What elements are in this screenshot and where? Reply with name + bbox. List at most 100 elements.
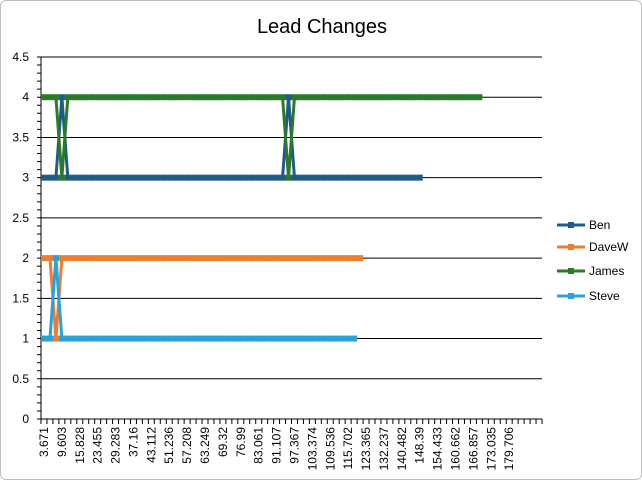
data-point-ben xyxy=(327,174,334,181)
data-point-ben xyxy=(291,174,298,181)
data-point-steve xyxy=(166,335,173,342)
data-point-james xyxy=(172,94,179,101)
data-point-davew xyxy=(196,255,203,262)
data-point-ben xyxy=(46,174,53,181)
data-point-james xyxy=(297,94,304,101)
data-point-james xyxy=(470,94,477,101)
data-point-davew xyxy=(118,255,125,262)
y-tick-label: 1.5 xyxy=(12,291,29,305)
data-point-steve xyxy=(52,255,59,262)
data-point-james xyxy=(464,94,471,101)
data-point-james xyxy=(261,94,268,101)
data-point-james xyxy=(76,94,83,101)
data-point-steve xyxy=(160,335,167,342)
data-point-davew xyxy=(136,255,143,262)
data-point-james xyxy=(404,94,411,101)
data-point-davew xyxy=(40,255,47,262)
data-point-james xyxy=(476,94,483,101)
data-point-james xyxy=(166,94,173,101)
data-point-james xyxy=(458,94,465,101)
data-point-ben xyxy=(249,174,256,181)
data-point-steve xyxy=(172,335,179,342)
x-tick-label: 43.112 xyxy=(144,427,158,463)
data-point-james xyxy=(416,94,423,101)
data-point-davew xyxy=(339,255,346,262)
data-point-steve xyxy=(154,335,161,342)
data-point-ben xyxy=(374,174,381,181)
data-point-davew xyxy=(184,255,191,262)
x-tick-label: 15.828 xyxy=(73,427,87,464)
x-tick-label: 173.035 xyxy=(484,427,498,471)
data-point-steve xyxy=(112,335,119,342)
data-point-james xyxy=(190,94,197,101)
data-point-steve xyxy=(58,335,65,342)
data-point-steve xyxy=(142,335,149,342)
y-tick-label: 2 xyxy=(22,251,29,265)
data-point-davew xyxy=(130,255,137,262)
data-point-steve xyxy=(315,335,322,342)
data-point-ben xyxy=(237,174,244,181)
data-point-ben xyxy=(130,174,137,181)
data-point-james xyxy=(196,94,203,101)
data-point-davew xyxy=(46,255,53,262)
legend-marker-james xyxy=(568,268,574,274)
data-point-steve xyxy=(321,335,328,342)
data-point-steve xyxy=(184,335,191,342)
data-point-james xyxy=(291,94,298,101)
x-tick-label: 9.603 xyxy=(55,427,69,457)
data-point-davew xyxy=(219,255,226,262)
legend-label-ben: Ben xyxy=(589,218,610,232)
gridlines xyxy=(41,56,542,380)
data-point-davew xyxy=(357,255,364,262)
data-point-davew xyxy=(100,255,107,262)
data-point-steve xyxy=(243,335,250,342)
data-point-james xyxy=(202,94,209,101)
data-point-steve xyxy=(82,335,89,342)
data-point-steve xyxy=(148,335,155,342)
data-point-ben xyxy=(297,174,304,181)
data-point-james xyxy=(369,94,376,101)
data-point-james xyxy=(345,94,352,101)
data-point-steve xyxy=(267,335,274,342)
data-point-ben xyxy=(333,174,340,181)
data-point-steve xyxy=(249,335,256,342)
data-point-ben xyxy=(82,174,89,181)
data-point-james xyxy=(207,94,214,101)
data-point-james xyxy=(136,94,143,101)
data-point-james xyxy=(422,94,429,101)
data-point-ben xyxy=(321,174,328,181)
data-point-steve xyxy=(136,335,143,342)
data-point-ben xyxy=(166,174,173,181)
data-point-steve xyxy=(333,335,340,342)
data-point-ben xyxy=(231,174,238,181)
data-point-ben xyxy=(345,174,352,181)
data-point-steve xyxy=(207,335,214,342)
data-point-james xyxy=(100,94,107,101)
data-point-ben xyxy=(339,174,346,181)
data-point-james xyxy=(452,94,459,101)
data-point-ben xyxy=(213,174,220,181)
legend-marker-ben xyxy=(568,222,574,228)
data-point-davew xyxy=(255,255,262,262)
data-point-james xyxy=(237,94,244,101)
data-point-davew xyxy=(267,255,274,262)
data-point-james xyxy=(374,94,381,101)
data-point-davew xyxy=(112,255,119,262)
y-axis: 0 0.5 1 1.5 2 2.5 3 3.5 4 4.5 xyxy=(12,50,42,426)
data-point-davew xyxy=(202,255,209,262)
data-point-ben xyxy=(106,174,113,181)
data-point-james xyxy=(428,94,435,101)
data-point-ben xyxy=(40,174,47,181)
data-point-james xyxy=(273,94,280,101)
data-point-ben xyxy=(416,174,423,181)
data-point-ben xyxy=(410,174,417,181)
data-point-james xyxy=(357,94,364,101)
data-point-steve xyxy=(345,335,352,342)
data-point-ben xyxy=(178,174,185,181)
data-point-davew xyxy=(279,255,286,262)
data-point-james xyxy=(225,94,232,101)
x-tick-label: 132.237 xyxy=(377,427,391,471)
data-point-james xyxy=(184,94,191,101)
data-point-james xyxy=(40,94,47,101)
